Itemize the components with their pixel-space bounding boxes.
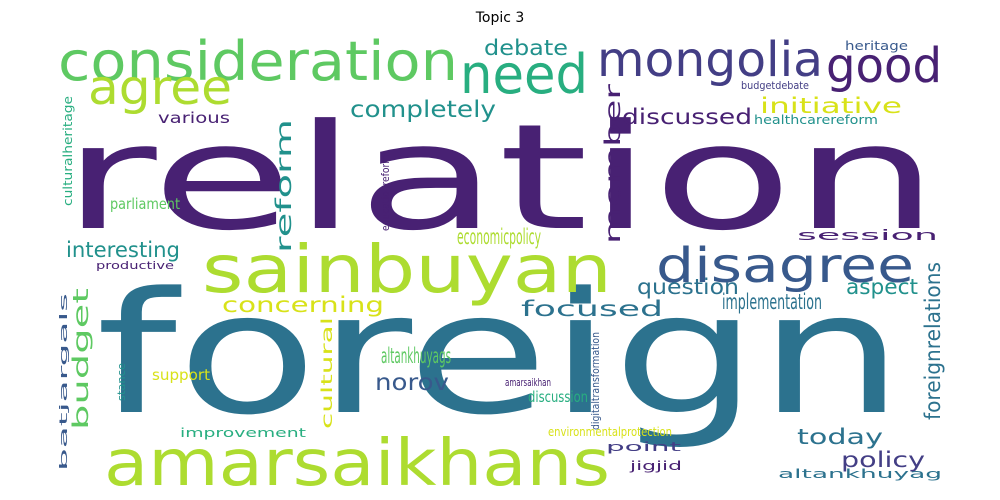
word-today: altankhuyags [381, 344, 451, 368]
word-point: norov [375, 370, 449, 396]
word-altankhuyag: cultural [318, 317, 336, 429]
word-economicpolicy: culturalheritage [61, 96, 75, 206]
word-support: implementation [722, 290, 822, 314]
word-stance: policy [841, 448, 925, 472]
word-need: need [460, 43, 588, 106]
word-digitaltransformation: altankhuyag [778, 467, 942, 481]
word-altankhuyags: foreignrelations [921, 262, 945, 420]
word-foreign: foreign [96, 256, 904, 452]
word-question: interesting [66, 238, 180, 262]
word-budgetdebate: budgetdebate [741, 79, 809, 92]
word-discussed: discussed [622, 105, 752, 129]
word-aspect: economicpolicy [457, 225, 541, 249]
word-batjargals: point [606, 440, 682, 454]
word-debate: debate [484, 36, 568, 60]
word-healthcarereform: healthcarereform [754, 113, 878, 127]
word-environmentalprotection: batjargals [57, 292, 70, 471]
word-foreignrelations: environmentalprotection [548, 425, 672, 439]
word-sainbuyan: sainbuyan [202, 231, 612, 308]
word-amarsaikhan: concerning [222, 293, 384, 317]
word-consideration: consideration [58, 30, 458, 93]
word-policy: support [152, 366, 210, 384]
word-cultural: jigjid [628, 459, 682, 473]
word-educationreform: improvement [180, 426, 306, 440]
word-discussion: focused [521, 297, 663, 321]
word-agree: agree [88, 60, 232, 116]
word-implementation: session [797, 228, 938, 244]
word-relation: relation [62, 93, 939, 263]
word-session: parliament [110, 195, 180, 213]
word-disagree: disagree [656, 238, 914, 294]
chart-title: Topic 3 [475, 10, 525, 26]
word-various: various [158, 109, 230, 127]
word-reform: amarsaikhan [505, 376, 551, 389]
word-interesting: member [601, 83, 625, 244]
word-productive: educationreform [379, 155, 392, 231]
word-improvement: budget [69, 288, 93, 430]
word-parliament: reform [272, 119, 296, 253]
word-member: discussion [528, 388, 588, 406]
word-initiative: initiative [760, 94, 902, 118]
word-heritage: heritage [845, 39, 908, 53]
word-mongolia: mongolia [597, 32, 823, 88]
word-budget: today [797, 425, 883, 449]
word-jigjid: stance [115, 363, 128, 401]
word-culturalheritage: digitaltransformation [589, 332, 602, 430]
word-completely: completely [350, 97, 496, 123]
word-focused: question [637, 275, 739, 299]
word-norov: aspect [846, 275, 918, 299]
word-amarsaikhans: amarsaikhans [104, 427, 610, 500]
word-good: good [826, 38, 942, 94]
word-concerning: productive [96, 259, 174, 272]
